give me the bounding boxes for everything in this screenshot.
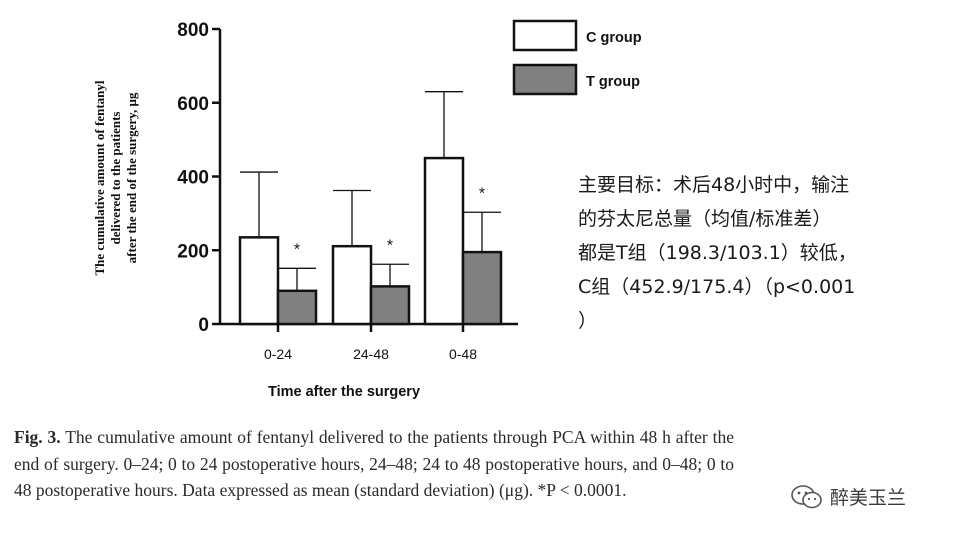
x-tick-label: 24-48 xyxy=(353,346,389,362)
bar xyxy=(369,285,411,326)
bar xyxy=(238,236,280,326)
y-tick-label: 800 xyxy=(177,20,209,41)
y-tick-label: 0 xyxy=(198,315,209,336)
y-axis-label-line: delivered to the patients xyxy=(108,112,123,245)
chart-bars: * * * xyxy=(238,91,503,326)
annotation-note: 主要目标：术后48小时中，输注 的芬太尼总量（均值/标准差） 都是T组（198.… xyxy=(578,168,923,338)
significance-marker: * xyxy=(387,237,393,254)
chart-legend: C group T group xyxy=(512,19,642,96)
y-axis-label: The cumulative amount of fentanyl deliver… xyxy=(92,80,139,275)
annotation-line: ） xyxy=(578,310,598,332)
legend-label: T group xyxy=(586,74,640,90)
significance-marker: * xyxy=(294,241,300,258)
figure-caption-text: The cumulative amount of fentanyl delive… xyxy=(14,427,735,500)
bar xyxy=(461,250,503,326)
annotation-line: 的芬太尼总量（均值/标准差） xyxy=(578,208,832,230)
bar-chart: The cumulative amount of fentanyl deliver… xyxy=(92,19,642,400)
wechat-icon xyxy=(791,484,822,508)
y-axis-label-line: The cumulative amount of fentanyl xyxy=(92,80,107,275)
x-axis-label: Time after the surgery xyxy=(268,384,420,400)
figure-label: Fig. 3. xyxy=(14,427,61,447)
legend-swatch xyxy=(512,63,578,96)
bar xyxy=(276,289,318,326)
y-tick-label: 200 xyxy=(177,241,209,262)
annotation-line: C组（452.9/175.4）（p<0.001 xyxy=(578,276,856,298)
legend-swatch xyxy=(512,19,578,52)
figure-caption: Fig. 3. The cumulative amount of fentany… xyxy=(14,424,734,504)
y-axis-label-group: The cumulative amount of fentanyl deliver… xyxy=(92,80,139,275)
bar xyxy=(331,244,373,326)
annotation-line: 都是T组（198.3/103.1）较低， xyxy=(578,242,857,264)
y-tick-label: 600 xyxy=(177,94,209,115)
y-tick-label: 400 xyxy=(177,168,209,189)
bar xyxy=(423,156,465,326)
x-tick-label: 0-48 xyxy=(449,346,477,362)
watermark: 醉美玉兰 xyxy=(790,483,906,510)
x-tick-label: 0-24 xyxy=(264,346,292,362)
annotation-line: 主要目标：术后48小时中，输注 xyxy=(578,174,850,196)
watermark-text: 醉美玉兰 xyxy=(830,487,907,509)
legend-label: C group xyxy=(586,30,642,46)
significance-marker: * xyxy=(479,185,485,202)
y-axis-label-line: after the end of the surgery, μg xyxy=(124,92,139,263)
